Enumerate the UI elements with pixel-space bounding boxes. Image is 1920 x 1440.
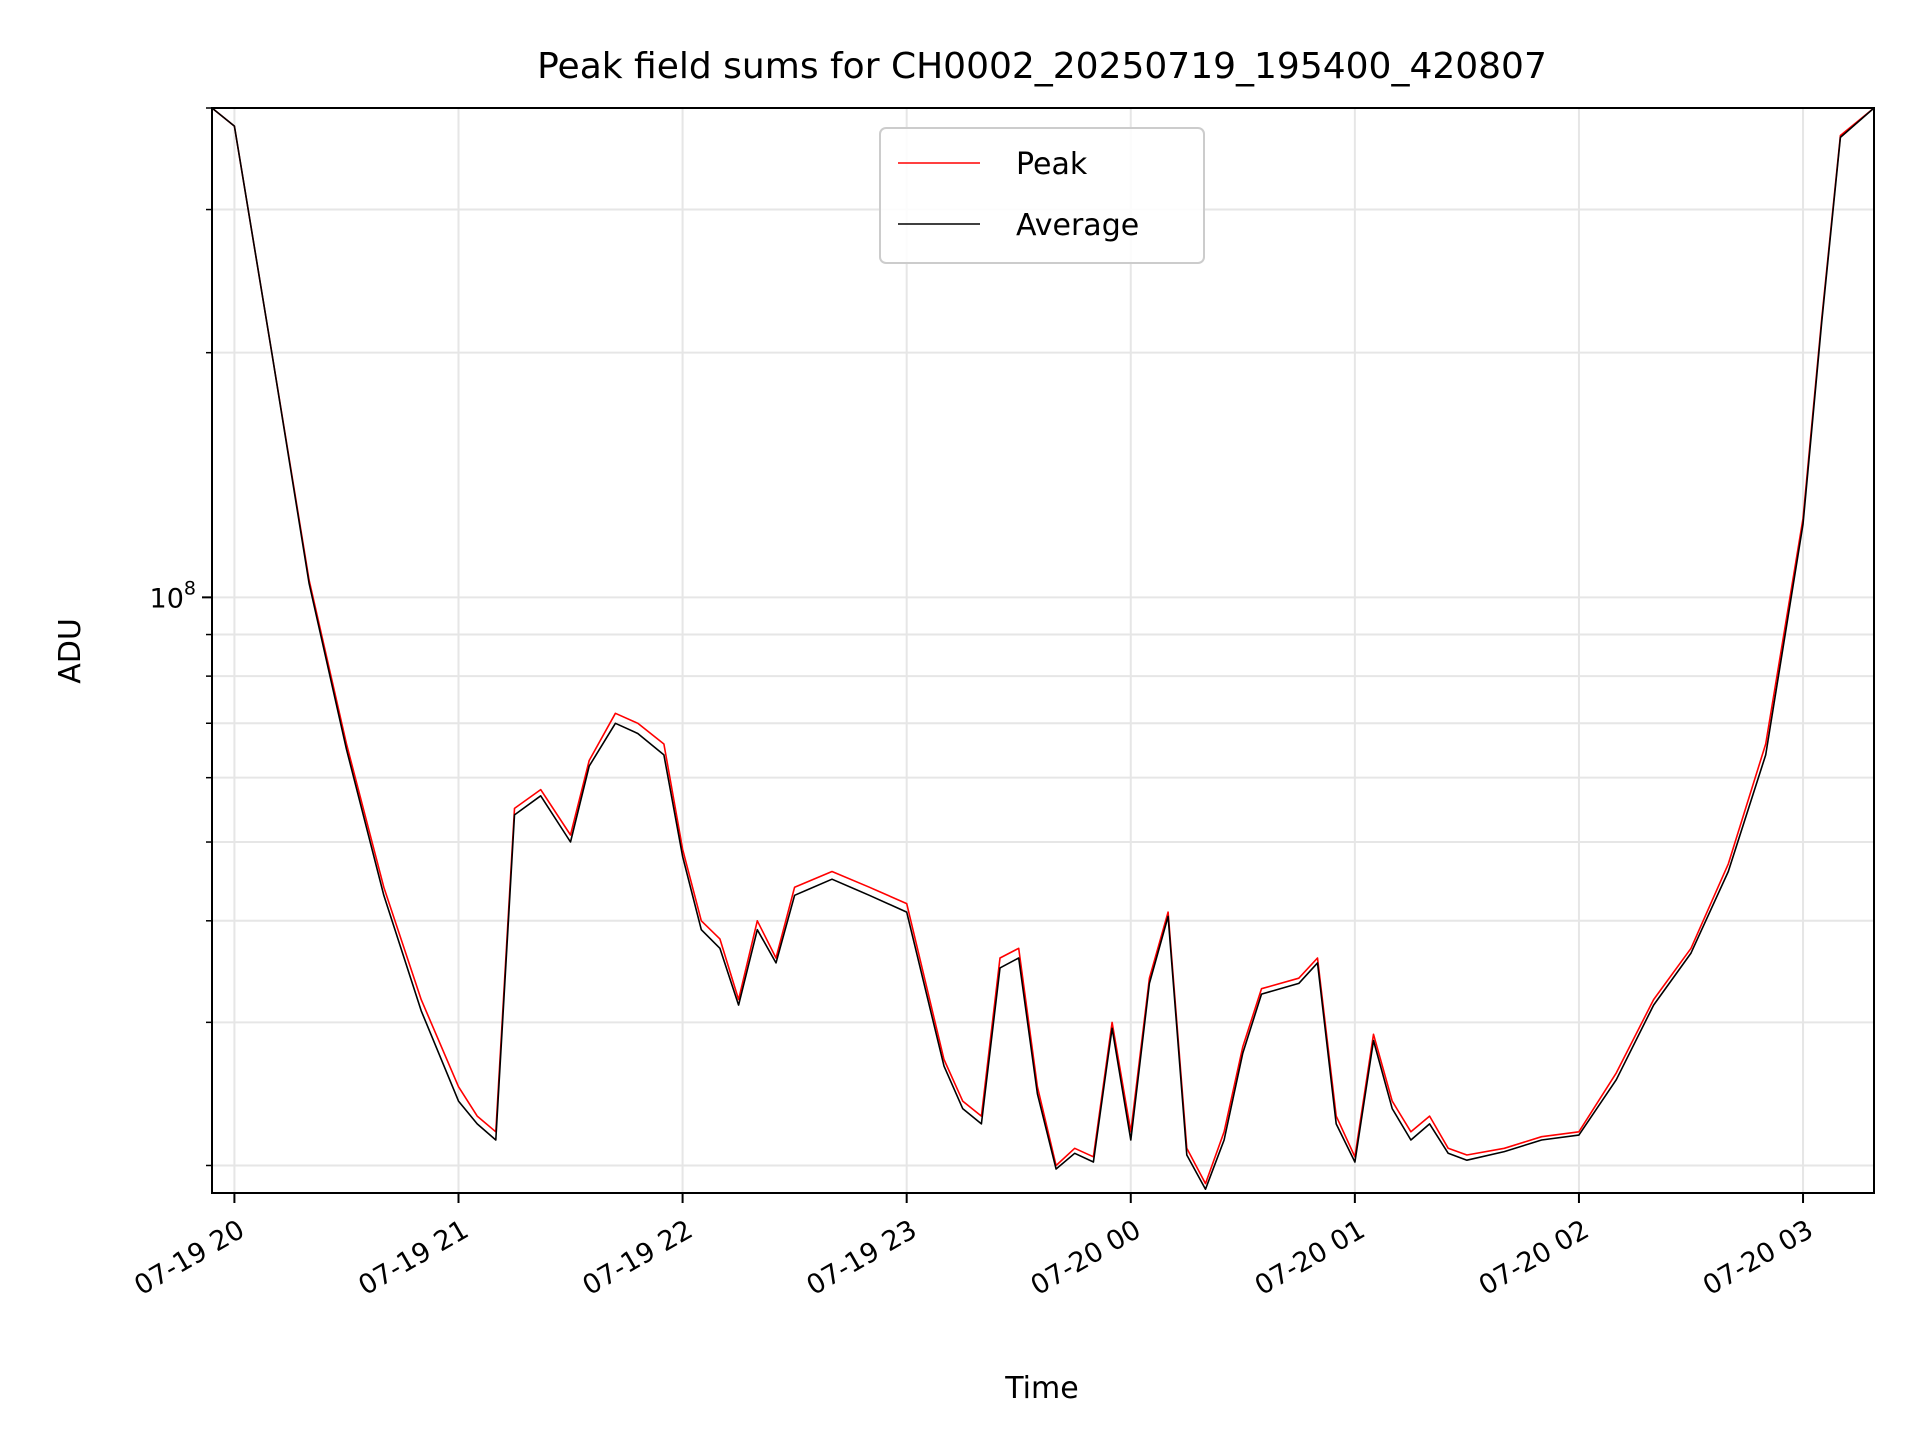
y-tick-label-exponent: 8 <box>184 577 196 599</box>
x-axis-label: Time <box>1004 1371 1078 1406</box>
series-line-peak <box>211 107 1875 1185</box>
y-axis: 108 <box>150 107 212 1167</box>
legend-box <box>879 127 1205 264</box>
legend-label-average: Average <box>1016 208 1139 243</box>
y-axis-label: ADU <box>53 618 88 684</box>
y-tick-label-base: 10 <box>150 583 184 614</box>
y-tick-label: 108 <box>150 577 196 614</box>
series-layer <box>211 107 1875 1190</box>
legend: Peak Average <box>879 127 1205 264</box>
legend-label-peak: Peak <box>1016 147 1088 182</box>
plot-frame <box>211 107 1875 1194</box>
series-line-average <box>211 107 1875 1190</box>
chart-title: Peak field sums for CH0002_20250719_1954… <box>537 46 1547 87</box>
